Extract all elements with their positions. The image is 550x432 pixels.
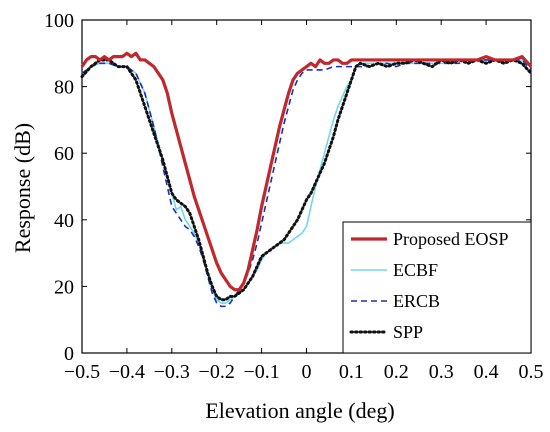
legend-label-ercb: ERCB [393, 291, 440, 311]
legend-label-spp: SPP [393, 322, 423, 342]
legend-label-proposed-eosp: Proposed EOSP [393, 229, 509, 249]
series-line-proposed-eosp [80, 51, 533, 292]
x-tick-label: 0.2 [384, 361, 409, 383]
y-axis-title: Response (dB) [10, 123, 35, 253]
plot-series [80, 51, 533, 308]
x-tick-label: 0 [302, 361, 312, 383]
series-line-spp [80, 58, 533, 302]
y-tick-label: 20 [54, 276, 74, 298]
x-tick-label: −0.1 [243, 361, 279, 383]
x-tick-label: −0.3 [154, 361, 190, 383]
x-tick-label: 0.1 [339, 361, 364, 383]
x-tick-label: 0.5 [519, 361, 544, 383]
x-tick-label: −0.2 [199, 361, 235, 383]
x-tick-label: −0.4 [109, 361, 145, 383]
x-axis-title: Elevation angle (deg) [205, 398, 394, 423]
x-tick-label: 0.3 [429, 361, 454, 383]
y-tick-label: 80 [54, 77, 74, 99]
x-tick-label: −0.5 [64, 361, 100, 383]
y-tick-label: 40 [54, 210, 74, 232]
y-tick-label: 60 [54, 143, 74, 165]
series-line-ercb [81, 59, 532, 308]
y-tick-label: 0 [64, 343, 74, 365]
legend: Proposed EOSP ECBF ERCB SPP [342, 221, 532, 354]
x-tick-label: 0.4 [474, 361, 499, 383]
legend-label-ecbf: ECBF [393, 260, 438, 280]
tick-labels: −0.5 −0.4 −0.3 −0.2 −0.1 0 0.1 0.2 0.3 0.4 0.5 0 20 4… [44, 10, 544, 383]
y-tick-label: 100 [44, 10, 74, 32]
